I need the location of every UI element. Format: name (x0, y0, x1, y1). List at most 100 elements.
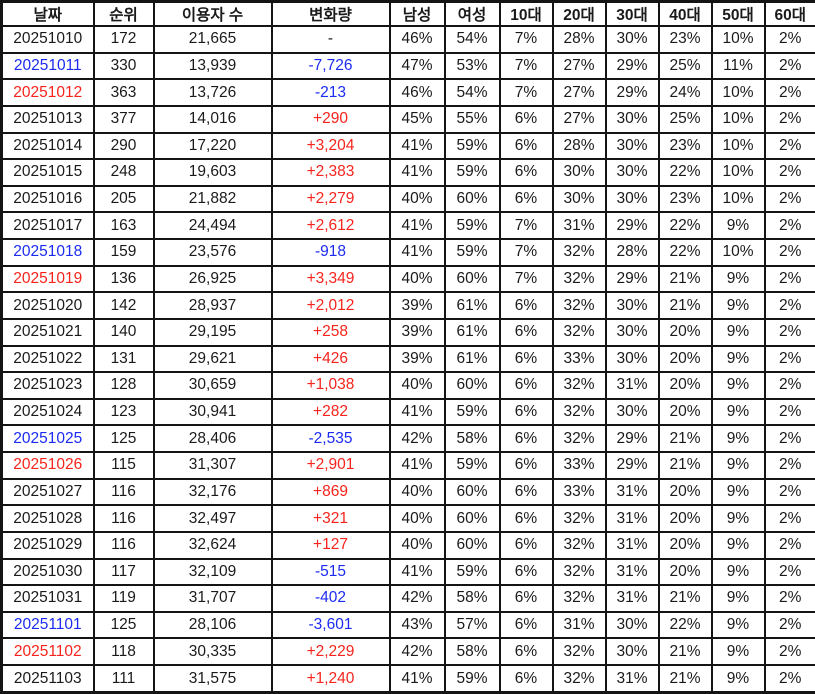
age-30s-cell: 30% (604, 291, 660, 320)
date-cell: 20251028 (0, 504, 95, 533)
change-cell: +127 (270, 530, 391, 560)
users-cell: 32,497 (152, 504, 273, 533)
rank-cell: 118 (92, 637, 155, 666)
table-row: 20251102 118 30,335 +2,229 42% 58% 6% 32% 30% 21%… (0, 637, 815, 666)
age-10s-cell: 6% (498, 530, 554, 560)
date-cell: 20251016 (0, 184, 95, 214)
date-cell: 20251023 (0, 371, 95, 400)
age-20s-cell: 32% (551, 371, 607, 400)
table-body: 20251010 172 21,665-46% 54% 7% 28% 30% 23% 10% 2%… (0, 25, 815, 694)
rank-cell: 125 (92, 424, 155, 453)
age-30s-cell: 28% (604, 238, 660, 267)
age-20s-cell: 30% (551, 158, 607, 187)
age-40s-cell: 22% (657, 158, 713, 187)
date-cell: 20251031 (0, 584, 95, 613)
table-row: 20251022 131 29,621 +426 39% 61% 6% 33% 30% 20% 9%… (0, 344, 815, 374)
table-row: 20251016 205 21,882 +2,279 40% 60% 6% 30% 30% 23%… (0, 184, 815, 214)
female-cell: 61% (443, 344, 501, 374)
date-cell: 20251014 (0, 131, 95, 161)
age-60s-cell: 2% (763, 610, 815, 640)
age-60s-cell: 2% (763, 477, 815, 507)
age-20s-cell: 32% (551, 504, 607, 533)
female-cell: 59% (443, 158, 501, 187)
change-cell: -213 (270, 78, 391, 107)
age-60s-cell: 2% (763, 158, 815, 187)
female-cell: 60% (443, 477, 501, 507)
female-cell: 58% (443, 637, 501, 666)
date-cell: 20251013 (0, 104, 95, 134)
age-30s-cell: 29% (604, 264, 660, 294)
age-30s-cell: 30% (604, 25, 660, 54)
age-20s-cell: 33% (551, 451, 607, 480)
age-40s-cell: 20% (657, 344, 713, 374)
table-row: 20251031 119 31,707 -402 42% 58% 6% 32% 31% 21% 9%… (0, 584, 815, 613)
age-10s-cell: 7% (498, 238, 554, 267)
age-60s-cell: 2% (763, 637, 815, 666)
age-10s-cell: 6% (498, 158, 554, 187)
age-50s-cell: 9% (710, 397, 766, 427)
table-row: 20251011 330 13,939 -7,726 47% 53% 7% 27% 29% 25%… (0, 51, 815, 81)
date-cell: 20251011 (0, 51, 95, 81)
column-header-male: 남성 (388, 0, 446, 27)
date-cell: 20251021 (0, 317, 95, 347)
age-60s-cell: 2% (763, 504, 815, 533)
age-50s-cell: 9% (710, 211, 766, 240)
age-20s-cell: 31% (551, 211, 607, 240)
male-cell: 40% (388, 371, 446, 400)
rank-cell: 159 (92, 238, 155, 267)
age-10s-cell: 6% (498, 104, 554, 134)
date-cell: 20251029 (0, 530, 95, 560)
age-30s-cell: 30% (604, 158, 660, 187)
table-row: 20251018 159 23,576 -918 41% 59% 7% 32% 28% 22% 10… (0, 238, 815, 267)
age-40s-cell: 22% (657, 238, 713, 267)
age-20s-cell: 32% (551, 664, 607, 694)
rank-cell: 136 (92, 264, 155, 294)
rank-cell: 115 (92, 451, 155, 480)
age-10s-cell: 6% (498, 317, 554, 347)
male-cell: 42% (388, 424, 446, 453)
age-40s-cell: 25% (657, 51, 713, 81)
change-cell: -2,535 (270, 424, 391, 453)
age-40s-cell: 23% (657, 25, 713, 54)
age-20s-cell: 32% (551, 637, 607, 666)
change-cell: +321 (270, 504, 391, 533)
change-cell: -515 (270, 557, 391, 587)
date-cell: 20251103 (0, 664, 95, 694)
table-row: 20251029 116 32,624 +127 40% 60% 6% 32% 31% 20% 9%… (0, 530, 815, 560)
female-cell: 59% (443, 557, 501, 587)
male-cell: 40% (388, 184, 446, 214)
change-cell: +290 (270, 104, 391, 134)
male-cell: 40% (388, 477, 446, 507)
age-30s-cell: 29% (604, 451, 660, 480)
date-cell: 20251025 (0, 424, 95, 453)
users-cell: 30,659 (152, 371, 273, 400)
age-50s-cell: 9% (710, 291, 766, 320)
age-10s-cell: 6% (498, 344, 554, 374)
age-60s-cell: 2% (763, 424, 815, 453)
age-10s-cell: 6% (498, 397, 554, 427)
users-cell: 31,575 (152, 664, 273, 694)
table-row: 20251020 142 28,937 +2,012 39% 61% 6% 32% 30% 21%… (0, 291, 815, 320)
male-cell: 42% (388, 637, 446, 666)
date-cell: 20251030 (0, 557, 95, 587)
female-cell: 54% (443, 25, 501, 54)
change-cell: +426 (270, 344, 391, 374)
users-cell: 32,176 (152, 477, 273, 507)
age-10s-cell: 6% (498, 371, 554, 400)
age-20s-cell: 32% (551, 238, 607, 267)
male-cell: 39% (388, 317, 446, 347)
users-cell: 14,016 (152, 104, 273, 134)
users-cell: 29,195 (152, 317, 273, 347)
date-cell: 20251024 (0, 397, 95, 427)
date-cell: 20251027 (0, 477, 95, 507)
age-40s-cell: 23% (657, 184, 713, 214)
age-40s-cell: 24% (657, 78, 713, 107)
date-cell: 20251018 (0, 238, 95, 267)
age-20s-cell: 32% (551, 264, 607, 294)
age-50s-cell: 10% (710, 104, 766, 134)
age-60s-cell: 2% (763, 238, 815, 267)
age-40s-cell: 21% (657, 664, 713, 694)
age-20s-cell: 33% (551, 477, 607, 507)
rank-cell: 140 (92, 317, 155, 347)
